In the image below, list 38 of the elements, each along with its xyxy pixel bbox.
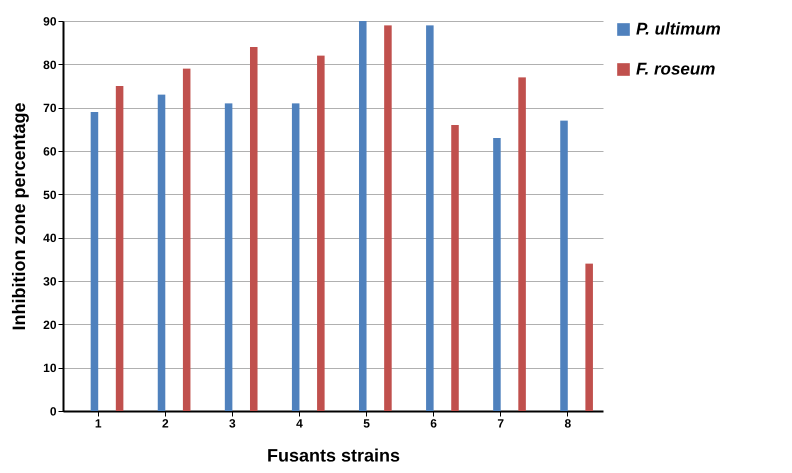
x-tick-label: 4 bbox=[296, 416, 304, 430]
bar bbox=[518, 77, 526, 411]
bar bbox=[158, 94, 166, 411]
bar bbox=[182, 68, 190, 411]
y-tick-label: 70 bbox=[43, 101, 57, 116]
x-tick-label: 7 bbox=[497, 416, 504, 430]
bar bbox=[560, 120, 568, 411]
bar bbox=[292, 103, 300, 411]
y-tick-label: 90 bbox=[43, 14, 57, 28]
x-tick-label: 2 bbox=[162, 416, 169, 430]
y-axis-title: Inhibition zone percentage bbox=[9, 102, 30, 331]
legend-label: F. roseum bbox=[636, 60, 716, 78]
bar bbox=[116, 86, 124, 411]
y-tick-label: 0 bbox=[50, 404, 57, 418]
y-tick-label: 60 bbox=[43, 144, 57, 158]
y-tick-label: 20 bbox=[43, 318, 57, 332]
bar bbox=[90, 112, 98, 411]
x-tick-label: 3 bbox=[229, 416, 236, 430]
y-tick-label: 10 bbox=[43, 361, 57, 376]
bar bbox=[224, 103, 232, 411]
y-tick-label: 40 bbox=[43, 231, 57, 246]
x-tick-label: 8 bbox=[564, 416, 572, 430]
bar bbox=[317, 56, 325, 411]
bar bbox=[250, 47, 258, 411]
x-tick-label: 1 bbox=[94, 416, 102, 430]
bar bbox=[358, 21, 367, 411]
bar bbox=[585, 264, 593, 411]
bar bbox=[493, 138, 501, 411]
y-tick-label: 80 bbox=[43, 58, 57, 72]
x-tick-label: 6 bbox=[430, 416, 438, 430]
y-tick-label: 50 bbox=[43, 188, 57, 202]
x-axis-title: Fusants strains bbox=[266, 446, 400, 466]
x-tick-label: 5 bbox=[363, 416, 370, 430]
legend-label: P. ultimum bbox=[636, 20, 721, 38]
bar bbox=[426, 25, 434, 411]
bar bbox=[451, 125, 459, 411]
y-tick-label: 30 bbox=[43, 274, 57, 288]
bar bbox=[384, 25, 392, 411]
